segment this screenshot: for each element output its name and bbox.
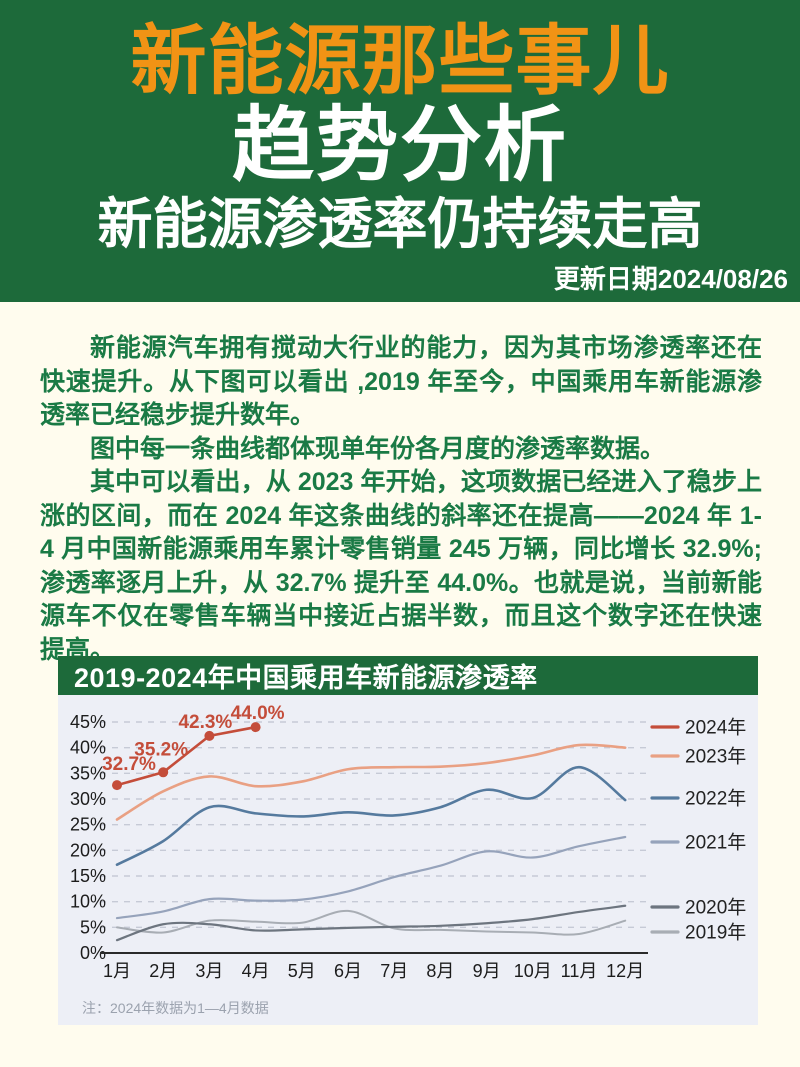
- series-line-2022年: [115, 765, 627, 867]
- data-point: [250, 722, 261, 733]
- series-line-2021年: [115, 835, 627, 920]
- data-label: 42.3%: [178, 712, 232, 733]
- article-paragraph-3: 其中可以看出，从 2023 年开始，这项数据已经进入了稳步上涨的区间，而在 20…: [40, 468, 762, 664]
- data-label: 35.2%: [134, 739, 188, 760]
- chart-note: 注：2024年数据为1—4月数据: [82, 1000, 269, 1016]
- data-label: 44.0%: [231, 703, 285, 724]
- series-line-2019年: [116, 909, 627, 936]
- y-axis-label: 40%: [70, 738, 106, 758]
- y-axis-label: 30%: [70, 789, 106, 809]
- legend-label-2022年: 2022年: [685, 788, 746, 810]
- x-axis-label: 4月: [242, 961, 270, 981]
- x-axis-label: 3月: [195, 961, 223, 981]
- page-subtitle: 新能源渗透率仍持续走高: [97, 193, 703, 256]
- chart-title-bar: 2019-2024年中国乘用车新能源渗透率: [58, 656, 758, 695]
- data-point: [204, 730, 215, 741]
- series-line-2023年: [115, 743, 627, 821]
- page-title: 趋势分析: [231, 100, 568, 192]
- y-axis-label: 25%: [70, 815, 106, 835]
- legend-label-2021年: 2021年: [685, 832, 746, 854]
- x-axis-label: 5月: [288, 961, 316, 981]
- series-line-2020年: [115, 904, 627, 942]
- header-banner: 新能源那些事儿 趋势分析 新能源渗透率仍持续走高 更新日期2024/08/26: [0, 0, 800, 302]
- y-axis-label: 45%: [70, 712, 106, 732]
- series-line-2024年: [115, 725, 257, 787]
- y-axis-label: 20%: [70, 840, 106, 860]
- x-axis-label: 8月: [426, 961, 454, 981]
- x-axis-label: 1月: [103, 961, 131, 981]
- article-paragraph-2: 图中每一条曲线都体现单年份各月度的渗透率数据。: [90, 434, 666, 463]
- x-axis-label: 6月: [334, 961, 362, 981]
- update-date: 更新日期2024/08/26: [553, 264, 788, 294]
- y-axis-label: 5%: [80, 917, 106, 937]
- y-axis-label: 10%: [70, 892, 106, 912]
- y-axis-label: 0%: [80, 943, 106, 963]
- brand-title: 新能源那些事儿: [130, 19, 670, 104]
- legend-label-2019年: 2019年: [685, 922, 746, 944]
- article-paragraph-1: 新能源汽车拥有搅动大行业的能力，因为其市场渗透率还在快速提升。从下图可以看出 ,…: [40, 334, 762, 429]
- y-axis-label: 35%: [70, 763, 106, 783]
- legend-label-2020年: 2020年: [685, 897, 746, 919]
- article-body: 新能源汽车拥有搅动大行业的能力，因为其市场渗透率还在快速提升。从下图可以看出 ,…: [40, 332, 762, 667]
- data-label: 32.7%: [102, 754, 156, 775]
- x-axis-label: 12月: [606, 961, 644, 981]
- x-axis-label: 2月: [149, 961, 177, 981]
- line-chart: 0% 5% 10% 15% 20% 25% 30% 35% 40% 45% 1月 2月 3月 4月 5月 6月…: [70, 703, 746, 981]
- data-point: [112, 780, 122, 791]
- data-point: [158, 767, 169, 778]
- chart-panel: 0% 5% 10% 15% 20% 25% 30% 35% 40% 45% 1月 2月 3月 4月 5月 6月…: [58, 695, 758, 1025]
- legend-label-2024年: 2024年: [685, 717, 746, 739]
- chart-card: 2019-2024年中国乘用车新能源渗透率 0% 5% 10% 15% 20% 25% 30…: [58, 656, 758, 1025]
- x-axis-label: 10月: [514, 961, 552, 981]
- x-axis-label: 9月: [473, 961, 501, 981]
- x-axis-label: 11月: [561, 961, 598, 981]
- y-axis-label: 15%: [70, 866, 106, 886]
- chart-title: 2019-2024年中国乘用车新能源渗透率: [74, 663, 538, 693]
- x-axis-label: 7月: [380, 961, 408, 981]
- legend-label-2023年: 2023年: [685, 746, 746, 768]
